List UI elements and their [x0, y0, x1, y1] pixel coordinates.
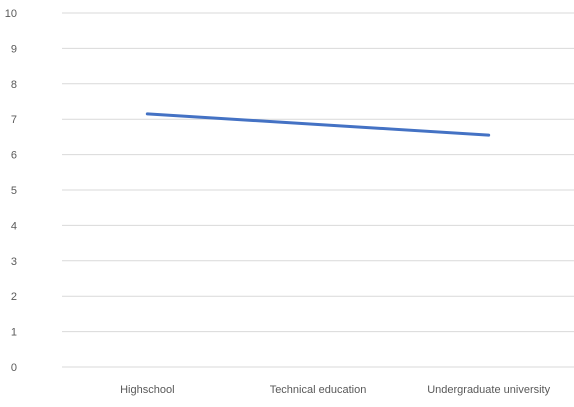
y-tick-label: 4: [11, 220, 17, 232]
y-tick-label: 10: [5, 8, 17, 20]
series-layer: [145, 112, 491, 137]
x-tick-label: Undergraduate university: [427, 384, 550, 396]
y-tick-label: 8: [11, 79, 17, 91]
x-axis-tick-labels: Highschool Technical education Undergradua…: [120, 384, 550, 396]
y-tick-label: 7: [11, 114, 17, 126]
gridlines: [62, 12, 574, 368]
y-tick-label: 1: [11, 327, 17, 339]
y-axis-tick-labels: 0 1 2 3 4 5 6 7 8 9 10: [5, 8, 17, 374]
y-tick-label: 5: [11, 185, 17, 197]
x-tick-label: Technical education: [270, 384, 367, 396]
series-line-0: [145, 112, 491, 137]
y-tick-label: 9: [11, 43, 17, 55]
x-tick-label: Highschool: [120, 384, 174, 396]
y-tick-label: 0: [11, 362, 17, 374]
y-tick-label: 2: [11, 291, 17, 303]
chart-title: [230, 0, 530, 2]
y-tick-label: 6: [11, 150, 17, 162]
y-tick-label: 3: [11, 256, 17, 268]
